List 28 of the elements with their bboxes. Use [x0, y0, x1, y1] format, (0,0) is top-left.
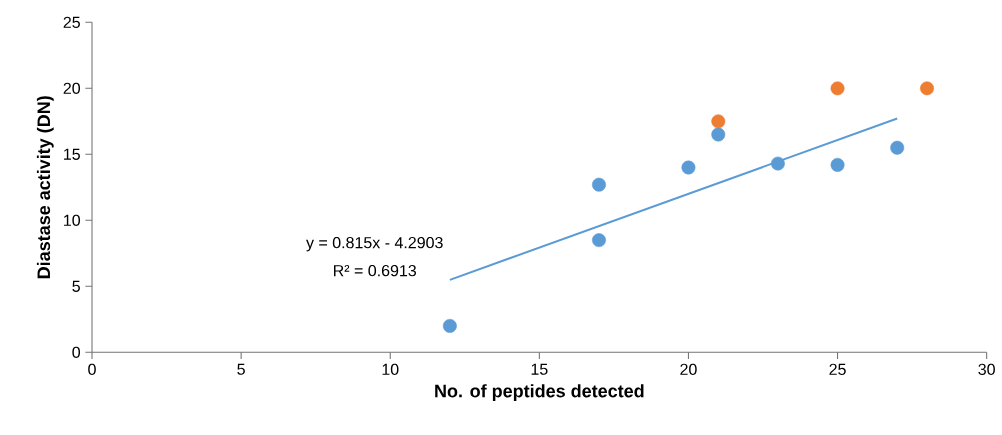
point — [592, 177, 606, 192]
x-tick-label: 20 — [680, 363, 697, 376]
point — [890, 140, 905, 155]
x-axis-title: No. of peptides detected — [435, 384, 644, 401]
x-tick-label: 5 — [237, 363, 245, 375]
y-axis-title: Diastase activity (DN) — [36, 96, 54, 279]
y-tick-label: 15 — [64, 148, 80, 160]
y-tick-label: 20 — [63, 82, 81, 94]
point — [681, 160, 696, 175]
annotation: y = 0.815x - 4.2903 — [306, 236, 443, 252]
point — [830, 81, 845, 96]
point — [920, 81, 934, 96]
x-tick-label: 0 — [88, 363, 96, 376]
point — [770, 156, 785, 171]
x-tick-label: 25 — [829, 363, 846, 376]
point — [711, 114, 726, 129]
point — [592, 233, 606, 248]
x-tick-label: 15 — [531, 363, 548, 375]
point — [442, 318, 457, 333]
x-tick-label: 30 — [978, 363, 995, 376]
y-tick-label: 25 — [63, 16, 80, 28]
annotation: R² = 0.6913 — [334, 264, 417, 277]
y-tick-label: 5 — [72, 280, 80, 292]
x-tick-label: 10 — [382, 363, 399, 376]
y-tick-label: 10 — [64, 214, 81, 226]
point — [830, 157, 845, 172]
point — [711, 127, 726, 142]
y-tick-label: 0 — [72, 346, 81, 358]
